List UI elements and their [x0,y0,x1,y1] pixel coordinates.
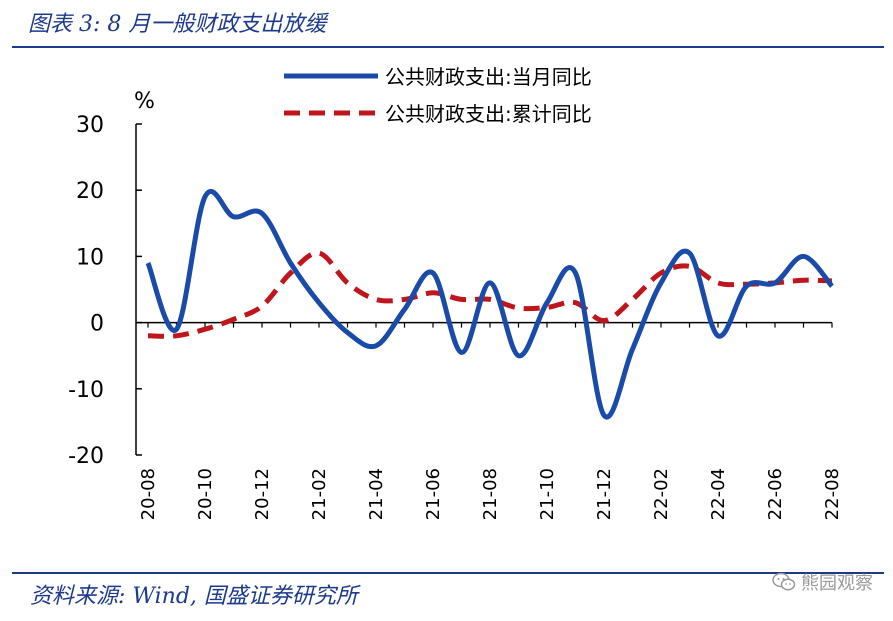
cumulative-data-point [233,319,234,320]
x-tick-label: 21-06 [423,468,444,520]
x-tick-label: 20-12 [252,468,273,520]
cumulative-data-point [148,335,149,336]
x-tick-label: 21-12 [594,468,615,520]
cumulative-data-point [290,272,291,273]
cumulative-data-point [632,299,633,300]
cumulative-data-point [518,308,519,309]
footer-divider [12,572,884,574]
monthly-data-point [233,216,234,217]
cumulative-data-point [832,280,833,281]
monthly-data-point [262,213,263,214]
legend-label-cumulative: 公共财政支出:累计同比 [385,102,592,126]
cumulative-data-point [376,299,377,300]
cumulative-data-point [404,299,405,300]
monthly-data-point [575,272,576,273]
cumulative-data-point [661,272,662,273]
y-tick-label: 20 [76,179,104,204]
monthly-data-point [661,282,662,283]
y-tick-label: 30 [76,113,104,138]
monthly-data-point [404,309,405,310]
x-tick-label: 22-02 [651,468,672,520]
monthly-data-point [461,352,462,353]
x-tick-label: 22-06 [765,468,786,520]
monthly-data-point [547,302,548,303]
watermark: 熊园观察 [772,569,873,595]
monthly-data-point [433,272,434,273]
monthly-data-point [290,263,291,264]
x-tick-label: 21-08 [480,468,501,520]
watermark-text: 熊园观察 [801,573,873,594]
line-chart: 30 20 10 0 -10 -20% 20-08 20-10 20-12 21-02 21-04 2… [68,65,843,520]
figure-title: 图表 3: 8 月一般财政支出放缓 [28,12,327,37]
monthly-data-point [518,355,519,356]
x-tick-label: 22-04 [708,468,729,520]
monthly-data-point [319,302,320,303]
x-tick-label: 20-10 [195,468,216,520]
x-tick-label: 21-04 [366,468,387,520]
y-tick-label: 0 [90,312,104,337]
x-tick-label: 21-10 [537,468,558,520]
monthly-data-point [803,256,804,257]
x-tick-label: 21-02 [309,468,330,520]
monthly-data-point [176,329,177,330]
series-line-monthly-yoy [145,188,834,420]
chart-axes: 30 20 10 0 -10 -20% 20-08 20-10 20-12 21-02 21-04 2… [68,89,843,520]
cumulative-data-point [575,302,576,303]
cumulative-data-point [803,280,804,281]
title-divider [12,46,884,48]
monthly-data-point [148,263,149,264]
monthly-data-point [490,282,491,283]
y-tick-label: -20 [68,444,104,469]
source-note: 资料来源: Wind, 国盛证券研究所 [30,584,358,609]
monthly-data-point [775,282,776,283]
y-tick-label: 10 [76,245,104,270]
monthly-data-point [832,286,833,287]
cumulative-data-point [347,282,348,283]
cumulative-data-point [319,253,320,254]
monthly-data-point [746,286,747,287]
legend-label-monthly: 公共财政支出:当月同比 [385,65,592,89]
cumulative-data-point [176,335,177,336]
monthly-data-point [689,253,690,254]
monthly-data-point [632,349,633,350]
cumulative-data-point [718,282,719,283]
series-line-cumulative-yoy [147,250,833,339]
cumulative-data-point [604,320,605,321]
wechat-icon [772,572,796,591]
cumulative-data-point [490,299,491,300]
cumulative-data-point [461,299,462,300]
monthly-data-point [718,335,719,336]
y-tick-label: -10 [68,378,104,403]
chart-lines [145,188,834,420]
monthly-data-point [376,345,377,346]
monthly-data-point [604,415,605,416]
monthly-data-point [205,196,206,197]
cumulative-data-point [262,306,263,307]
cumulative-data-point [689,266,690,267]
y-axis-unit: % [134,89,155,114]
cumulative-data-point [433,292,434,293]
cumulative-data-point [205,329,206,330]
x-tick-label: 20-08 [138,468,159,520]
x-tick-label: 22-08 [822,468,843,520]
monthly-data-point [347,332,348,333]
